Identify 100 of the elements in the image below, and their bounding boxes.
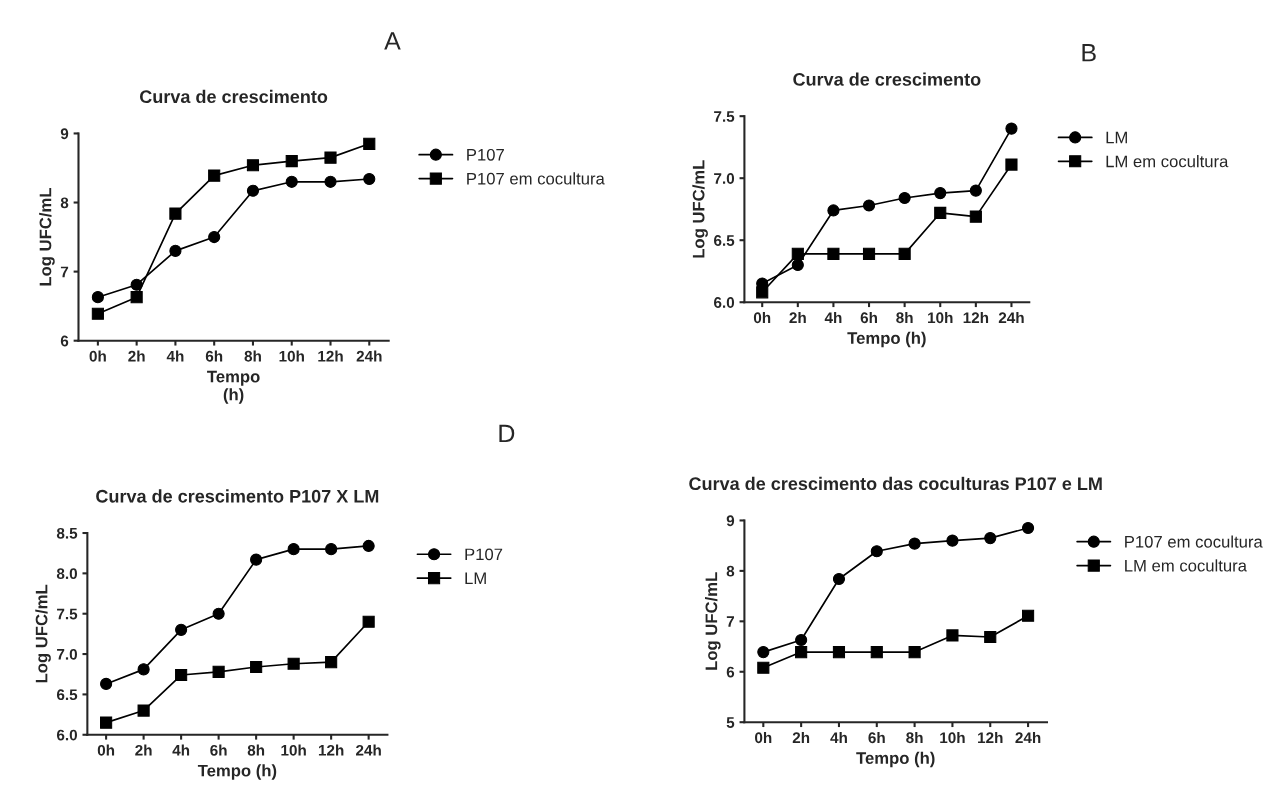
point <box>137 704 150 717</box>
point <box>169 244 182 257</box>
text: A <box>384 32 401 50</box>
point <box>908 537 921 550</box>
x-tick-label: 2h <box>792 731 810 743</box>
x-tick-label: 2h <box>135 744 152 756</box>
y-tick-label: 6.0 <box>714 297 735 308</box>
x-tick-label: 10h <box>281 744 306 756</box>
y-tick-label: 6.5 <box>56 689 78 701</box>
chart-title: Curva de crescimento das coculturas P107 e LM <box>689 476 1102 491</box>
point <box>795 646 808 659</box>
text: B <box>1082 44 1096 62</box>
point <box>1022 609 1035 622</box>
point <box>362 615 375 628</box>
x-tick-label: 8h <box>906 731 923 744</box>
point <box>832 572 846 586</box>
text: D <box>499 424 515 443</box>
x-tick-label: 10h <box>940 731 965 744</box>
x-tick-label: 4h <box>172 744 190 756</box>
point <box>984 630 997 644</box>
point <box>208 169 221 182</box>
point <box>791 247 804 260</box>
point <box>795 633 808 647</box>
point <box>908 646 921 659</box>
point <box>208 230 221 244</box>
x-tick-label: 10h <box>279 350 304 362</box>
point <box>324 151 337 164</box>
point <box>212 665 225 678</box>
point <box>1005 122 1018 135</box>
x-axis-title: Tempo (h) <box>856 751 935 768</box>
point <box>285 155 298 168</box>
x-tick-label: 6h <box>210 744 227 756</box>
point <box>100 677 113 690</box>
x-tick-label: 4h <box>830 731 847 743</box>
point <box>1022 521 1035 535</box>
legend-label: P107 em cocultura <box>1125 535 1263 548</box>
y-tick-label: 8 <box>60 197 69 209</box>
point <box>1005 158 1018 171</box>
x-tick-label: 24h <box>356 350 382 362</box>
chart-title: Curva de crescimento <box>140 89 328 104</box>
point <box>934 187 947 200</box>
point <box>757 661 770 674</box>
point <box>169 207 182 220</box>
x-tick-label: 0h <box>755 731 772 744</box>
x-tick-label: 8h <box>896 311 913 324</box>
point <box>934 206 947 219</box>
x-axis-title: Tempo (h) <box>197 764 277 780</box>
y-tick-label: 7.0 <box>714 173 735 184</box>
x-tick-label: 10h <box>928 311 953 324</box>
x-axis-title: Tempo (h) <box>207 370 260 404</box>
point <box>969 184 982 197</box>
point <box>212 607 225 620</box>
x-tick-label: 12h <box>318 350 343 362</box>
point <box>969 210 982 223</box>
x-tick-label: 6h <box>868 731 885 744</box>
y-tick-label: 7.5 <box>714 111 735 122</box>
point <box>325 656 338 669</box>
x-tick-label: 8h <box>247 744 265 756</box>
y-tick-label: 7 <box>726 616 735 627</box>
point <box>832 646 846 659</box>
point <box>984 532 997 545</box>
point <box>246 159 260 172</box>
x-tick-label: 0h <box>89 350 106 362</box>
x-tick-label: 0h <box>97 744 115 756</box>
point <box>362 539 375 552</box>
x-tick-label: 4h <box>166 350 184 362</box>
legend-label: LM <box>465 572 486 584</box>
point <box>250 553 263 566</box>
y-tick-label: 6.0 <box>56 729 78 741</box>
point <box>946 534 959 547</box>
point <box>898 247 911 260</box>
point <box>870 545 883 558</box>
x-tick-label: 12h <box>978 731 1003 743</box>
x-tick-label: 4h <box>824 311 842 324</box>
y-tick-label: 7 <box>60 266 69 278</box>
legend-label: LM em cocultura <box>1106 155 1229 168</box>
x-tick-label: 12h <box>318 744 344 756</box>
x-tick-label: 0h <box>753 311 771 324</box>
point <box>862 247 876 260</box>
x-tick-label: 2h <box>789 311 806 324</box>
y-tick-label: 6.5 <box>714 235 735 246</box>
point <box>898 191 911 205</box>
point <box>250 660 263 674</box>
point <box>91 291 104 304</box>
point <box>862 199 876 212</box>
x-tick-label: 2h <box>128 350 145 362</box>
point <box>287 543 300 556</box>
y-axis-title: Log UFC/mL <box>35 584 51 683</box>
point <box>791 258 804 272</box>
legend-label: LM <box>1106 131 1127 144</box>
point <box>175 668 188 682</box>
point <box>363 172 376 186</box>
x-tick-label: 8h <box>244 350 261 362</box>
point <box>246 184 260 197</box>
y-tick-label: 8.5 <box>56 527 78 539</box>
point <box>363 137 376 150</box>
point <box>285 175 298 188</box>
y-tick-label: 7.0 <box>57 648 78 660</box>
y-tick-label: 7.5 <box>57 608 78 620</box>
x-tick-label: 6h <box>205 350 223 362</box>
